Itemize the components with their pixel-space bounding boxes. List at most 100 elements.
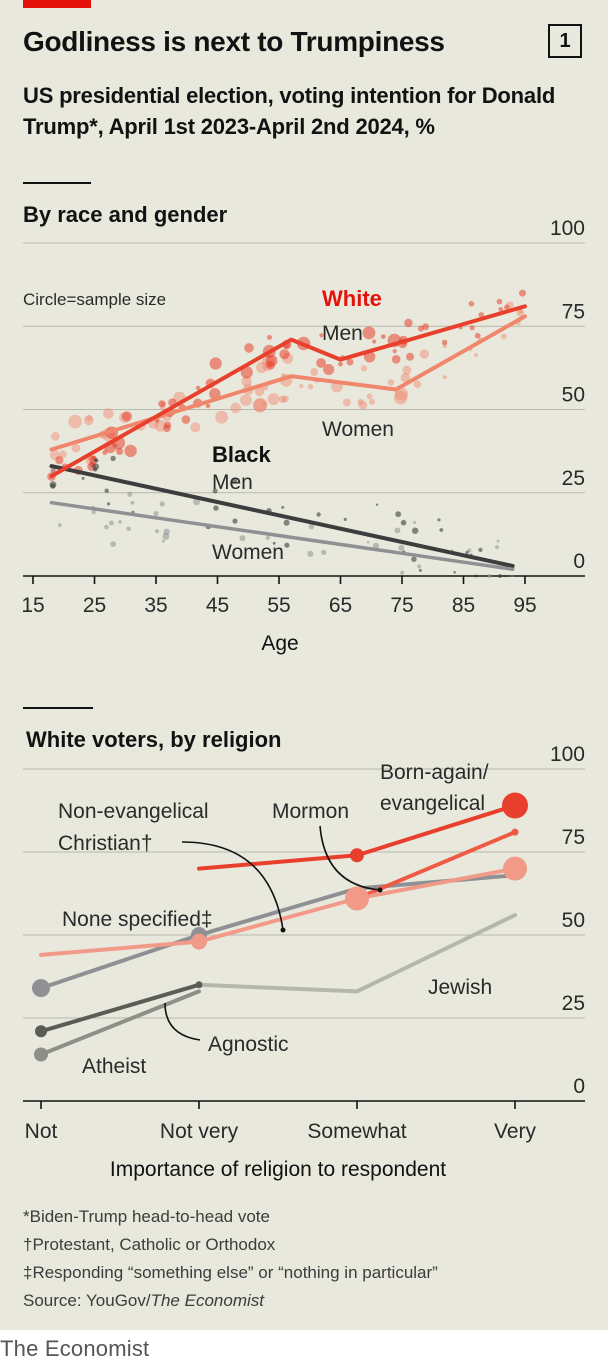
panel2-category-label: Not very	[160, 1120, 239, 1143]
panel1-y-tick-label: 100	[550, 217, 585, 240]
sample-circle	[86, 414, 93, 422]
sample-circle	[244, 343, 254, 353]
sample-circle	[465, 550, 469, 555]
sample-circle	[503, 574, 507, 578]
sample-circle	[441, 339, 448, 345]
sample-circle	[239, 535, 246, 542]
sample-circle	[319, 333, 324, 338]
series-line-agnostic	[39, 982, 201, 1034]
sample-circle	[357, 398, 364, 406]
sample-circle	[190, 422, 201, 433]
sample-circle	[398, 544, 405, 551]
footnote-double-dagger: ‡Responding “something else” or “nothing…	[23, 1263, 438, 1282]
series-point-mormon	[502, 792, 528, 819]
sample-circle	[372, 339, 377, 344]
series-line-atheist	[39, 989, 201, 1057]
sample-circle	[518, 309, 523, 314]
sample-circle	[387, 379, 395, 386]
panel2-y-tick-label: 0	[573, 1075, 585, 1098]
series-line-none-specified	[39, 873, 517, 991]
panel1-y-tick-label: 25	[562, 467, 585, 490]
white-group-label: White	[322, 286, 382, 311]
sample-circle	[241, 376, 252, 387]
panel1-x-tick-label: 25	[83, 594, 106, 617]
sample-circle	[494, 545, 500, 550]
source-prefix: Source: YouGov/	[23, 1291, 151, 1310]
sample-circle	[110, 541, 116, 547]
sample-circle	[127, 491, 133, 497]
sample-circle	[57, 523, 62, 527]
sample-circle	[91, 510, 96, 515]
sample-circle	[265, 354, 278, 367]
sample-circle	[406, 352, 414, 361]
white-men-label: Men	[322, 322, 363, 345]
sample-circle	[262, 401, 267, 406]
sample-circle	[402, 365, 412, 375]
chart-svg: By race and gender White voters, by reli…	[21, 182, 585, 1181]
sample-circle	[284, 542, 290, 548]
sample-circle	[240, 394, 252, 406]
sample-circle	[343, 517, 347, 522]
panel1-x-tick-label: 75	[390, 594, 413, 617]
sample-circle	[372, 542, 380, 549]
sample-circle	[118, 520, 122, 524]
panel1-y-tick-label: 75	[562, 300, 585, 323]
sample-circle	[213, 505, 219, 511]
sample-circle	[442, 375, 447, 380]
atheist-label: Atheist	[82, 1055, 146, 1078]
sample-circle	[212, 488, 218, 494]
sample-circle	[161, 539, 165, 543]
panel1-series	[49, 304, 527, 572]
panel1-x-tick-label: 85	[452, 594, 475, 617]
sample-circle	[453, 571, 456, 574]
series-line-jewish	[197, 913, 517, 994]
panel2-grid: 0 25 50 75 100 Not Not very Somewhat Very	[23, 743, 585, 1143]
series-point-agnostic	[195, 981, 203, 989]
sample-circle	[254, 386, 265, 397]
sample-circle	[55, 456, 64, 465]
sample-circle	[469, 325, 475, 331]
panel1-grid: 0 25 50 75 100 15 25 35 45 55 65 75 85 95	[21, 217, 585, 617]
sample-circle	[519, 289, 526, 297]
panel2-title: White voters, by religion	[26, 727, 281, 752]
sample-circle	[130, 500, 135, 505]
sample-circle	[321, 549, 327, 556]
sample-circle	[391, 355, 401, 364]
sample-circle	[496, 298, 503, 305]
sample-circle	[102, 450, 108, 456]
sample-circle	[283, 519, 290, 526]
series-line-black-women	[49, 500, 515, 572]
economist-brand: The Economist	[0, 1336, 150, 1361]
sample-circle	[437, 518, 441, 522]
non-evangelical-leader-dot	[280, 927, 286, 933]
non-evangelical-leader-line	[181, 841, 284, 931]
source-publication: The Economist	[150, 1291, 264, 1310]
sample-circle	[265, 535, 270, 541]
panel1-labels: Circle=sample size White Men Women Black…	[23, 286, 394, 655]
panel1-x-tick-label: 35	[144, 594, 167, 617]
sample-circle	[338, 361, 343, 367]
sample-circle	[104, 488, 109, 493]
sample-circle	[232, 518, 238, 524]
sample-circle	[473, 353, 478, 358]
sample-circle	[279, 349, 290, 360]
panel1-x-tick-label: 95	[513, 594, 536, 617]
chart-subtitle: US presidential election, voting intenti…	[23, 83, 556, 139]
sample-circle	[504, 304, 510, 310]
series-line-black-men	[49, 464, 515, 568]
sample-circle	[94, 458, 99, 463]
sample-circle	[361, 365, 368, 372]
series-line-evangelical	[355, 830, 517, 901]
panel1-sample-circles	[47, 289, 526, 578]
sample-circle	[103, 408, 114, 419]
sample-circle	[400, 372, 411, 383]
sample-circle	[267, 393, 280, 406]
sample-circle	[92, 463, 100, 470]
sample-circle	[51, 432, 60, 441]
sample-circle	[256, 361, 268, 373]
panel2-y-tick-label: 75	[562, 826, 585, 849]
agnostic-leader-line	[164, 1002, 201, 1041]
series-line-white-women	[49, 314, 527, 452]
panel2-category-label: Very	[494, 1120, 537, 1143]
sample-circle	[510, 574, 514, 578]
